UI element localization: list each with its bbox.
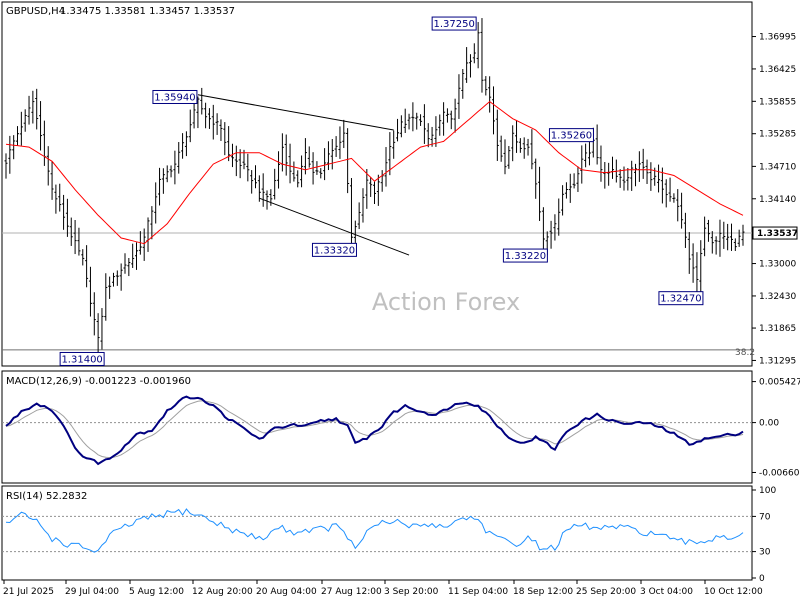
price-axis-tick-label: 1.35855 — [759, 97, 796, 107]
price-label-box — [658, 291, 704, 306]
fib-label: 38.2 — [735, 348, 755, 358]
price-axis-tick-label: 1.36425 — [759, 65, 796, 75]
price-label-box — [152, 89, 198, 104]
time-axis-label: 25 Sep 20:00 — [576, 587, 636, 597]
price-axis-tick-label: 1.34710 — [759, 162, 796, 172]
macd-axis-tick-label: -0.006603 — [759, 468, 800, 478]
macd-signal-line — [5, 400, 744, 459]
price-axis-tick-label: 1.33000 — [759, 260, 796, 270]
macd-panel — [1, 370, 753, 484]
price-axis-tick-label: 1.35285 — [759, 130, 796, 140]
current-price-tag-label: 1.33537 — [757, 229, 798, 239]
price-label: 1.35260 — [551, 131, 592, 142]
macd-series — [2, 395, 752, 466]
price-label: 1.33320 — [314, 245, 355, 256]
time-axis-label: 5 Aug 12:00 — [129, 587, 184, 597]
price-axis-tick-label: 1.31865 — [759, 324, 796, 334]
rsi-axis-tick-label: 0 — [759, 574, 765, 584]
price-label: 1.32470 — [660, 294, 701, 305]
rsi-axis-tick-label: 30 — [759, 548, 771, 558]
time-axis-label: 11 Sep 04:00 — [448, 587, 508, 597]
current-price-tag — [752, 226, 798, 240]
time-axis-label: 10 Oct 12:00 — [704, 587, 763, 597]
time-axis-label: 12 Aug 20:00 — [192, 587, 253, 597]
price-label: 1.31400 — [61, 354, 102, 365]
macd-axis-tick-label: 0.00 — [759, 419, 779, 429]
time-axis-label: 18 Sep 12:00 — [513, 587, 573, 597]
price-label: 1.33220 — [505, 251, 546, 262]
ohlc-readout: 1.33475 1.33581 1.33457 1.33537 — [60, 6, 235, 17]
time-axis-label: 3 Sep 20:00 — [384, 587, 439, 597]
time-axis-label: 3 Oct 04:00 — [640, 587, 693, 597]
rsi-axis-tick-label: 70 — [759, 512, 771, 522]
price-title: GBPUSD,H4 — [6, 6, 65, 17]
rsi-axis-tick-label: 100 — [759, 486, 776, 496]
price-label: 1.35940 — [154, 92, 195, 103]
price-axis-tick-label: 1.36995 — [759, 33, 796, 43]
price-label: 1.37250 — [433, 19, 474, 30]
moving-average-line — [5, 100, 744, 245]
time-axis-label: 20 Aug 04:00 — [256, 587, 317, 597]
trendline — [259, 197, 410, 256]
time-axis-label: 27 Aug 12:00 — [321, 587, 382, 597]
axes: 1.36995 1.36425 1.35855 1.35285 1.34710 1.341… — [3, 33, 800, 597]
price-series: 1.35940 1.37250 1.35260 1.33320 1.33220 1.324… — [2, 16, 752, 366]
price-axis-tick-label: 1.31295 — [759, 356, 796, 366]
trendline — [197, 94, 394, 131]
macd-axis-tick-label: 0.005427 — [759, 378, 800, 388]
rsi-line — [5, 508, 744, 553]
time-axis-label: 21 Jul 2025 — [3, 587, 54, 597]
price-axis-tick-label: 1.34140 — [759, 195, 796, 205]
price-label-box — [431, 16, 477, 31]
price-label-box — [311, 242, 357, 257]
price-label-box — [548, 128, 594, 143]
rsi-title: RSI(14) 52.2832 — [6, 491, 87, 502]
price-label-box — [502, 248, 548, 263]
rsi-panel — [1, 485, 753, 581]
watermark: Action Forex — [372, 288, 520, 316]
price-label-box — [59, 351, 105, 366]
rsi-series — [2, 508, 752, 553]
time-axis-label: 29 Jul 04:00 — [65, 587, 119, 597]
price-axis-tick-label: 1.32430 — [759, 292, 796, 302]
macd-title: MACD(12,26,9) -0.001223 -0.001960 — [6, 376, 191, 387]
price-panel — [1, 1, 753, 367]
macd-main-line — [5, 395, 744, 466]
